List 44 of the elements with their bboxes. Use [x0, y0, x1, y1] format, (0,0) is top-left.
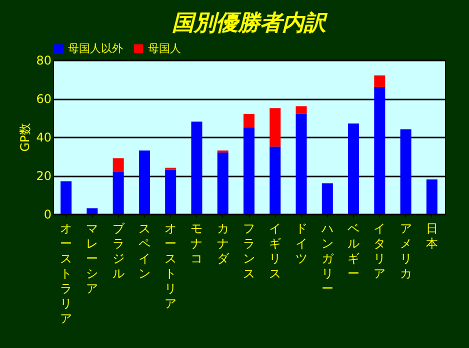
y-tick-label: 40	[36, 130, 52, 144]
x-tick-label: モナコ	[190, 222, 203, 266]
bar	[296, 114, 307, 214]
x-tick-label: ハンガリー	[320, 222, 334, 296]
y-axis-title: GP数	[18, 123, 32, 152]
legend-label: 母国人	[148, 42, 181, 55]
bar	[60, 181, 72, 214]
x-tick-label: カナダ	[216, 222, 230, 266]
x-tick-label: イタリア	[374, 222, 386, 280]
x-tick-label: アメリカ	[400, 222, 412, 280]
bar	[296, 106, 307, 114]
bar	[426, 179, 438, 214]
bar	[270, 146, 281, 214]
x-tick-label: イギリス	[269, 222, 282, 280]
bar	[191, 122, 202, 214]
chart-title: 国別優勝者内訳	[172, 11, 328, 36]
x-tick-label: ベルギー	[348, 222, 360, 280]
y-tick-label: 60	[36, 92, 52, 106]
bar	[165, 170, 176, 214]
bar	[374, 75, 386, 87]
legend-label: 母国人以外	[68, 42, 123, 55]
bar	[322, 183, 333, 214]
y-tick-label: 20	[36, 169, 52, 183]
x-tick-label: オーストリア	[164, 222, 177, 310]
bar	[270, 108, 281, 147]
bar	[138, 150, 150, 214]
y-tick-label: 0	[44, 208, 52, 222]
x-tick-label: ブラジル	[112, 222, 126, 280]
x-tick-label: スペイン	[138, 222, 150, 280]
bar	[112, 172, 124, 214]
bar	[400, 129, 412, 214]
bar	[244, 127, 254, 214]
bar	[348, 124, 360, 214]
x-tick-label: 日本	[426, 222, 438, 250]
x-tick-label: ドイツ	[295, 222, 308, 266]
bar	[86, 208, 98, 214]
bar	[244, 114, 254, 128]
bar	[112, 158, 124, 172]
x-tick-label: マレーシア	[86, 222, 98, 296]
bar	[374, 86, 386, 214]
y-tick-label: 80	[36, 54, 52, 68]
x-tick-label: フランス	[243, 222, 255, 280]
x-tick-label: オーストラリア	[60, 222, 72, 326]
bar	[217, 152, 228, 214]
